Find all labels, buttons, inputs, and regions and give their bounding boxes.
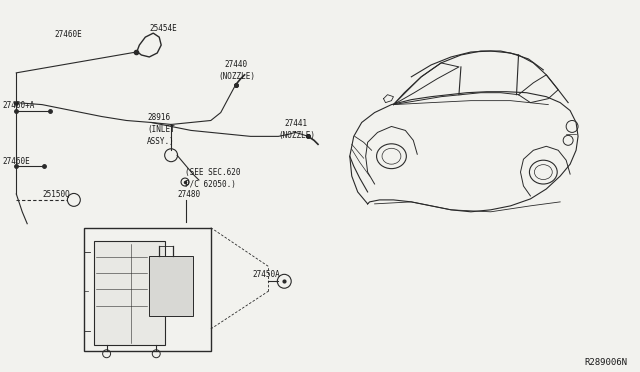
Text: 27460E: 27460E bbox=[3, 157, 30, 166]
Text: (SEE SEC.620: (SEE SEC.620 bbox=[185, 168, 241, 177]
Text: 27460E: 27460E bbox=[54, 30, 82, 39]
Bar bbox=[84, 228, 211, 351]
Text: (NOZZLE): (NOZZLE) bbox=[219, 72, 256, 81]
Text: 28916: 28916 bbox=[147, 113, 170, 122]
Text: 25150Q: 25150Q bbox=[42, 190, 70, 199]
Text: ASSY.): ASSY.) bbox=[147, 137, 175, 146]
Text: 27440: 27440 bbox=[225, 60, 248, 69]
Text: 27441: 27441 bbox=[284, 119, 307, 128]
Text: (INLET: (INLET bbox=[147, 125, 175, 134]
Text: 25454E: 25454E bbox=[149, 24, 177, 33]
Text: (NOZZLE): (NOZZLE) bbox=[278, 131, 316, 140]
Bar bbox=[93, 241, 165, 345]
Text: R289006N: R289006N bbox=[585, 357, 628, 367]
Bar bbox=[149, 256, 193, 316]
Text: 27460+A: 27460+A bbox=[3, 100, 35, 110]
Text: 27480: 27480 bbox=[177, 190, 200, 199]
Text: P/C 62050.): P/C 62050.) bbox=[185, 180, 236, 189]
Text: 27450A: 27450A bbox=[253, 270, 280, 279]
